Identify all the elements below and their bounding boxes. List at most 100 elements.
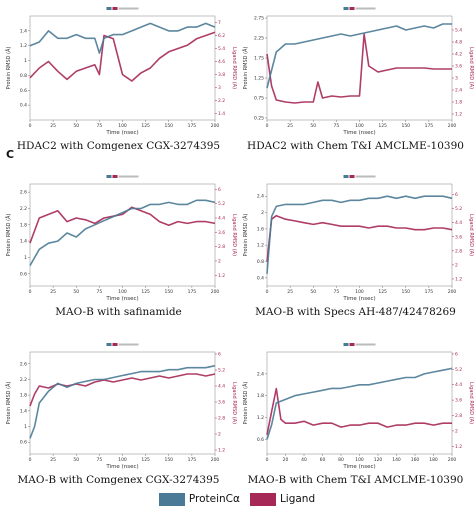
y-tick-label: 2.6	[20, 190, 27, 196]
plot-frame	[29, 15, 216, 121]
mini-legend	[106, 7, 139, 10]
y2-axis-label: Ligand RMSD (Å)	[468, 382, 474, 424]
chart-caption: MAO-B with safinamide	[55, 306, 182, 318]
x-tick-label: 120	[374, 457, 383, 463]
y-tick-label: 1.6	[257, 226, 264, 232]
y2-tick-label: 2.2	[218, 98, 225, 104]
x-tick-label: 25	[50, 289, 56, 295]
mini-legend-swatch	[106, 175, 112, 178]
x-tick-label: 125	[141, 123, 150, 129]
plot-frame	[266, 183, 453, 287]
x-tick-label: 175	[188, 289, 197, 295]
x-axis-label: Time (nsec)	[105, 130, 138, 136]
y2-tick-label: 4.8	[455, 40, 462, 46]
legend-item-protein: ProteinCα	[158, 492, 240, 506]
mini-legend-text	[118, 175, 139, 178]
legend-swatch-ligand	[249, 492, 276, 506]
y-tick-label: 2.4	[257, 371, 264, 377]
y-tick-label: 2.2	[20, 206, 27, 212]
y-axis-label: Protein RMSD (Å)	[5, 382, 12, 425]
mini-legend	[343, 343, 376, 346]
y2-tick-label: 3	[218, 85, 221, 91]
x-tick-label: 75	[334, 289, 340, 295]
y-axis-label: Protein RMSD (Å)	[5, 214, 12, 257]
y2-tick-label: 4.2	[455, 52, 462, 58]
x-tick-label: 200	[211, 123, 220, 129]
mini-legend-text	[118, 7, 139, 10]
legend-swatch-protein	[158, 492, 185, 506]
mini-legend-text	[118, 343, 139, 346]
y2-tick-label: 7	[218, 20, 221, 26]
y2-tick-label: 4.4	[455, 220, 462, 226]
x-tick-label: 25	[287, 123, 293, 129]
x-tick-label: 150	[164, 123, 173, 129]
mini-legend	[106, 175, 139, 178]
y2-tick-label: 6	[455, 192, 458, 198]
y2-tick-label: 2.8	[218, 244, 225, 250]
y2-tick-label: 3.6	[455, 398, 462, 404]
series-line-protein	[29, 22, 216, 54]
y-tick-label: 0.4	[20, 103, 27, 109]
x-tick-label: 140	[392, 457, 401, 463]
series-line-protein	[266, 195, 453, 274]
y2-axis-label: Ligand RMSD (Å)	[468, 47, 474, 89]
x-tick-label: 40	[301, 457, 307, 463]
chart-hdac2-chem-ti: 0 25 50 75 100 125 150 175 200 Time (nsec) 0.25 0.7…	[242, 7, 474, 136]
y2-tick-label: 6	[455, 351, 458, 357]
mini-legend-text	[355, 343, 376, 346]
x-tick-label: 75	[97, 289, 103, 295]
y2-tick-label: 2	[455, 428, 458, 434]
x-tick-label: 180	[429, 457, 438, 463]
y-tick-label: 0.25	[254, 116, 264, 122]
y-tick-label: 2.75	[254, 16, 264, 22]
y2-tick-label: 3.6	[218, 230, 225, 236]
series-line-ligand	[266, 33, 452, 104]
series-line-protein	[29, 364, 216, 439]
y-tick-label: 1.8	[20, 393, 27, 399]
series-line-protein	[266, 367, 453, 440]
x-tick-label: 50	[310, 123, 316, 129]
plot-frame	[266, 351, 453, 455]
x-tick-label: 0	[266, 289, 269, 295]
chart-maob-chem-ti: 0 20 40 60 80 100 120 140 160 180 200 Time (nsec) 0.…	[242, 343, 474, 470]
chart-caption: MAO-B with Specs AH-487/42478269	[255, 306, 456, 318]
y2-tick-label: 2	[455, 262, 458, 268]
y2-axis-label: Ligand RMSD (Å)	[231, 47, 237, 89]
y2-tick-label: 1.8	[455, 100, 462, 106]
mini-legend-swatch	[106, 343, 112, 346]
y-tick-label: 2.2	[20, 377, 27, 383]
y-tick-label: 1.2	[257, 415, 264, 421]
series-line-ligand	[29, 206, 216, 244]
mini-legend-swatch	[112, 343, 118, 346]
mini-legend-swatch	[349, 175, 355, 178]
x-tick-label: 175	[425, 123, 434, 129]
chart-maob-comgenex: 0 25 50 75 100 125 150 175 200 Time (nsec) 0.6 1 1.4…	[5, 343, 237, 470]
x-tick-label: 150	[164, 457, 173, 463]
y-axis-label: Protein RMSD (Å)	[5, 47, 12, 90]
chart-caption: HDAC2 with Chem T&I AMCLME-10390	[247, 140, 464, 152]
x-tick-label: 100	[118, 457, 127, 463]
x-axis-label: Time (nsec)	[342, 464, 375, 470]
y2-tick-label: 2	[218, 432, 221, 438]
x-tick-label: 100	[355, 457, 364, 463]
series-line-ligand	[29, 31, 216, 82]
x-tick-label: 200	[211, 289, 220, 295]
x-axis-label: Time (nsec)	[342, 130, 375, 136]
y2-tick-label: 6	[218, 352, 221, 358]
x-tick-label: 125	[378, 289, 387, 295]
y2-tick-label: 5.4	[218, 46, 225, 52]
series-line-protein	[29, 199, 216, 266]
x-tick-label: 200	[448, 123, 457, 129]
x-tick-label: 125	[141, 457, 150, 463]
x-tick-label: 125	[141, 289, 150, 295]
legend-label-ligand: Ligand	[279, 493, 316, 505]
y-tick-label: 1.4	[20, 408, 27, 414]
x-tick-label: 80	[338, 457, 344, 463]
mini-legend	[343, 7, 376, 10]
x-tick-label: 160	[411, 457, 420, 463]
y2-tick-label: 1.2	[455, 444, 462, 450]
mini-legend-swatch	[106, 7, 112, 10]
y-tick-label: 1.8	[257, 393, 264, 399]
x-tick-label: 0	[29, 289, 32, 295]
mini-legend-swatch	[343, 7, 349, 10]
